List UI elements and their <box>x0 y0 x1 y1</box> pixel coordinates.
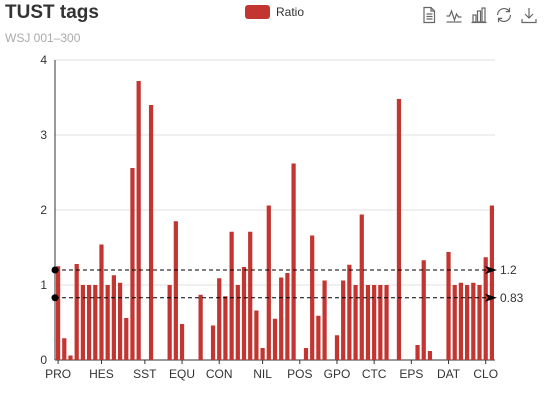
mark-line-arrow <box>485 266 497 274</box>
x-tick-label: NIL <box>253 367 272 381</box>
bar <box>99 244 104 360</box>
bar <box>427 351 433 360</box>
bar <box>310 235 315 360</box>
bar <box>316 315 321 360</box>
x-tick-label: CON <box>206 367 233 381</box>
bar <box>93 285 98 360</box>
x-tick-label: CLO <box>473 367 498 381</box>
download-icon[interactable] <box>520 6 538 24</box>
x-tick-label: SST <box>133 367 157 381</box>
x-tick-label: HES <box>89 367 114 381</box>
bar <box>136 81 141 360</box>
bar <box>173 221 178 360</box>
bar <box>62 338 67 360</box>
bar <box>489 205 495 360</box>
y-tick-label: 0 <box>40 353 47 367</box>
bar <box>334 335 340 360</box>
bar <box>68 355 73 360</box>
data-view-icon[interactable] <box>420 6 438 24</box>
x-tick-label: GPO <box>324 367 351 381</box>
bar <box>483 257 488 360</box>
bar <box>421 260 426 360</box>
bar <box>80 285 85 360</box>
bar <box>86 285 92 360</box>
bar <box>148 105 154 360</box>
legend-item-ratio[interactable]: Ratio <box>245 5 304 19</box>
restore-icon[interactable] <box>495 6 513 24</box>
chart-subtitle: WSJ 001–300 <box>5 31 81 45</box>
bar <box>396 99 402 360</box>
bar <box>372 285 377 360</box>
x-tick-label: EQU <box>169 367 195 381</box>
y-tick-label: 4 <box>40 53 47 67</box>
bar <box>260 348 265 360</box>
bar <box>471 282 476 360</box>
bar <box>124 318 129 360</box>
bar-chart-icon[interactable] <box>470 6 488 24</box>
bar <box>111 275 116 360</box>
bar <box>223 296 228 360</box>
y-tick-label: 1 <box>40 278 47 292</box>
mark-line-start-dot <box>51 294 59 302</box>
y-tick-label: 3 <box>40 128 47 142</box>
bar <box>365 285 371 360</box>
chart-title: TUST tags <box>5 2 99 23</box>
bar <box>130 168 135 360</box>
bar <box>55 266 61 360</box>
x-tick-label: POS <box>287 367 312 381</box>
y-tick-label: 2 <box>40 203 47 217</box>
bar <box>384 285 389 360</box>
mark-line-label: 1.2 <box>500 263 517 277</box>
x-tick-label: DAT <box>437 367 461 381</box>
legend-swatch <box>245 5 270 19</box>
mark-line-label: 0.83 <box>500 291 524 305</box>
bar <box>279 277 284 360</box>
bar <box>74 264 79 360</box>
toolbox <box>420 6 538 24</box>
bar <box>229 231 234 360</box>
bar <box>322 280 327 360</box>
bar <box>217 278 222 360</box>
bar <box>210 325 216 360</box>
bar <box>179 324 185 360</box>
bar <box>291 163 296 360</box>
bar <box>167 285 172 360</box>
bar <box>303 348 309 360</box>
bar <box>105 285 110 360</box>
bar <box>353 285 358 360</box>
mark-line-arrow <box>485 293 497 302</box>
mark-line-start-dot <box>51 266 59 274</box>
bar <box>254 310 259 360</box>
bar <box>272 318 278 360</box>
bar <box>347 264 352 360</box>
bar <box>415 345 420 360</box>
bar <box>446 252 451 360</box>
x-tick-label: PRO <box>45 367 71 381</box>
bar <box>477 285 482 360</box>
bar <box>452 285 457 360</box>
legend-label: Ratio <box>276 5 305 19</box>
bar <box>266 205 271 360</box>
bar <box>458 282 464 360</box>
bar <box>378 285 383 360</box>
bar <box>117 282 123 360</box>
x-tick-label: EPS <box>399 367 423 381</box>
bar <box>235 285 240 360</box>
bar <box>359 214 364 360</box>
bar <box>198 294 203 360</box>
x-tick-label: CTC <box>362 367 387 381</box>
line-chart-icon[interactable] <box>445 6 463 24</box>
bar <box>241 267 247 360</box>
bar <box>465 285 470 360</box>
bar <box>285 273 290 360</box>
bar <box>341 280 346 360</box>
bar <box>248 231 253 360</box>
